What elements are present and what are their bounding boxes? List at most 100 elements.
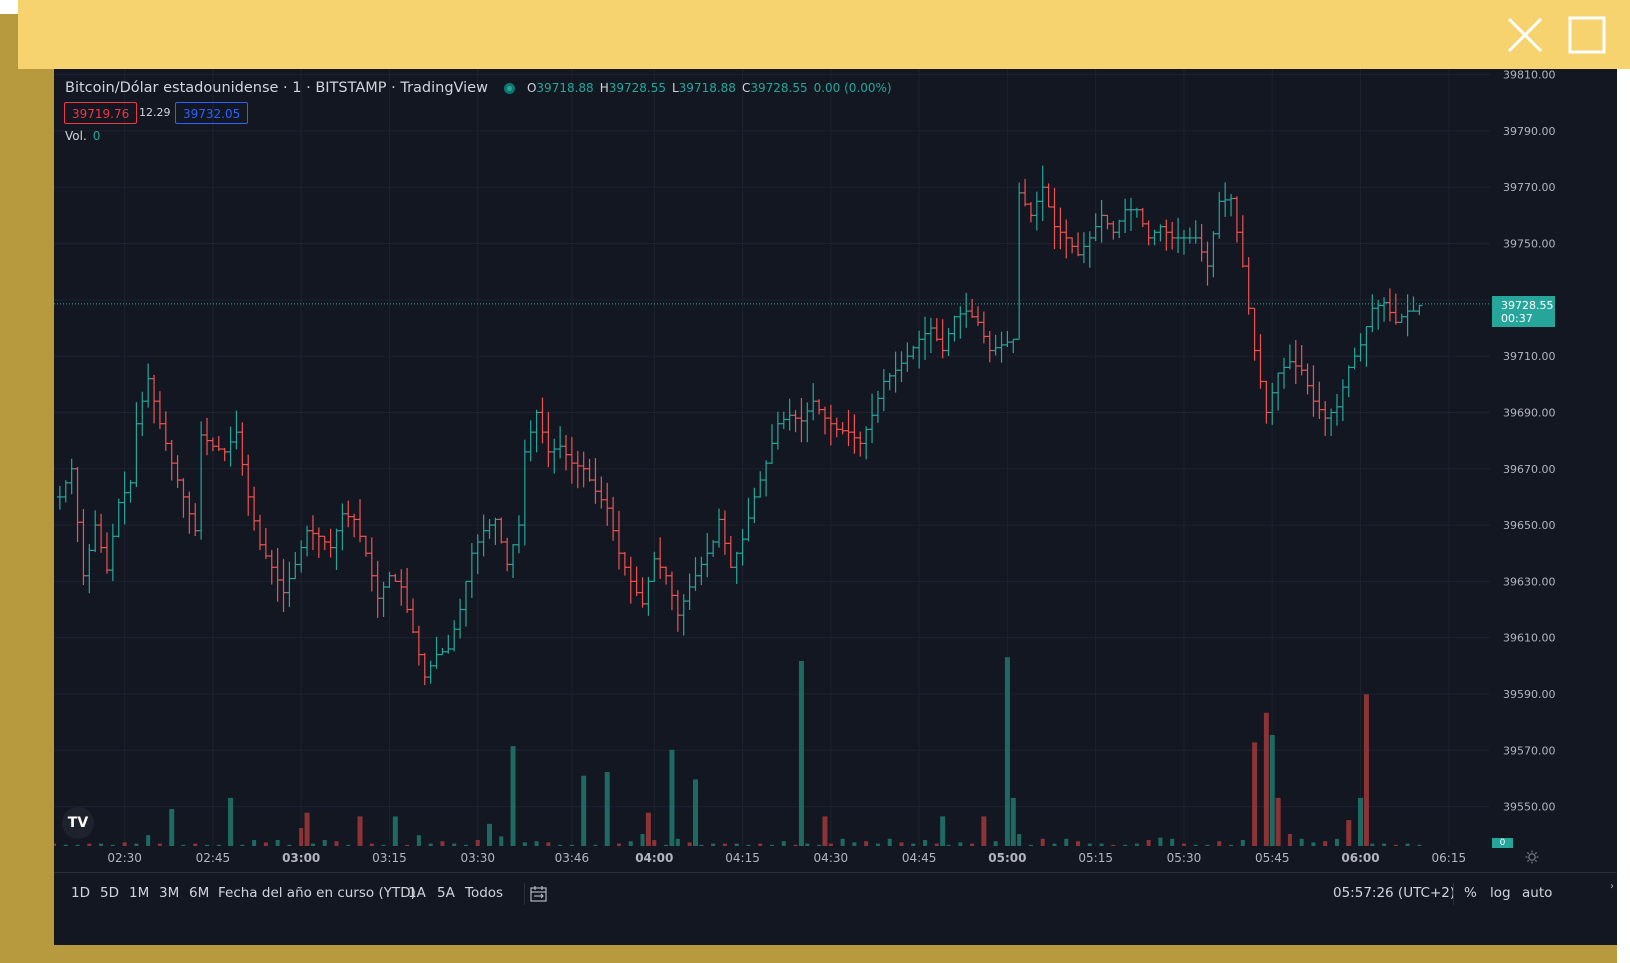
sell-price-button[interactable]: 39719.76: [64, 102, 138, 124]
volume-bar: [1405, 843, 1410, 846]
last-price-tag: 39728.55 00:37: [1492, 296, 1555, 327]
range-3m-button[interactable]: 3M: [159, 885, 180, 901]
volume-bar: [334, 841, 339, 846]
session-clock[interactable]: 05:57:26 (UTC+2): [1333, 885, 1456, 901]
volume-bar: [1146, 840, 1151, 846]
volume-bar: [652, 840, 657, 846]
volume-bar: [169, 809, 175, 846]
volume-bar: [487, 823, 493, 846]
volume-bar: [1004, 657, 1010, 846]
x-tick-label: 03:46: [555, 851, 590, 865]
gear-icon[interactable]: [1525, 850, 1539, 864]
volume-bar: [1346, 820, 1352, 846]
volume-bar: [428, 843, 433, 846]
volume-bar: [699, 844, 704, 846]
range-all-button[interactable]: Todos: [465, 885, 504, 901]
y-tick-label: 39810.00: [1503, 69, 1556, 82]
volume-bar: [1111, 844, 1116, 846]
volume-bar: [1123, 844, 1128, 846]
percent-scale-toggle[interactable]: %: [1464, 885, 1477, 901]
volume-bar: [675, 838, 680, 846]
volume-bar: [228, 797, 234, 846]
volume-bar: [510, 746, 516, 846]
log-scale-toggle[interactable]: log: [1490, 885, 1511, 901]
y-tick-label: 39630.00: [1503, 575, 1556, 588]
y-tick-label: 39770.00: [1503, 181, 1556, 194]
volume-bar: [1269, 735, 1275, 846]
volume-bar: [1370, 843, 1375, 846]
buy-price-button[interactable]: 39732.05: [175, 102, 249, 124]
y-tick-label: 39750.00: [1503, 238, 1556, 251]
window-title-bar: [18, 0, 1630, 69]
volume-bar: [1217, 841, 1222, 846]
x-tick-label: 05:30: [1167, 851, 1202, 865]
volume-bar: [304, 812, 310, 846]
x-tick-label: 04:15: [725, 851, 760, 865]
y-tick-label: 39710.00: [1503, 350, 1556, 363]
volume-bar: [1134, 843, 1139, 846]
y-tick-label: 39590.00: [1503, 688, 1556, 701]
volume-bar: [1275, 797, 1281, 846]
volume-bar: [216, 844, 221, 846]
volume-bar: [475, 840, 480, 846]
volume-bar: [687, 842, 692, 846]
volume-bar: [923, 840, 928, 846]
x-tick-label: 03:30: [460, 851, 495, 865]
y-tick-label: 39670.00: [1503, 463, 1556, 476]
volume-bar: [1382, 843, 1387, 846]
volume-bar: [934, 843, 939, 846]
volume-value: 0: [92, 129, 101, 143]
volume-bar: [252, 840, 257, 846]
volume-bar: [1010, 797, 1016, 846]
range-5y-button[interactable]: 5A: [437, 885, 455, 901]
close-icon[interactable]: [1505, 15, 1545, 55]
tradingview-logo[interactable]: TV: [62, 807, 94, 839]
maximize-icon[interactable]: [1567, 15, 1607, 55]
volume-bar: [569, 844, 574, 846]
volume-bar: [911, 843, 916, 846]
x-tick-label: 02:30: [107, 851, 142, 865]
symbol-title[interactable]: Bitcoin/Dólar estadounidense · 1 · BITST…: [65, 80, 488, 96]
volume-bar: [805, 843, 810, 846]
volume-bar: [369, 843, 374, 846]
volume-bar: [722, 843, 727, 846]
volume-bar: [817, 844, 822, 846]
range-ytd-button[interactable]: Fecha del año en curso (YTD): [218, 885, 416, 901]
auto-scale-toggle[interactable]: auto: [1522, 885, 1553, 901]
volume-bar: [1017, 834, 1022, 846]
volume-bar: [54, 843, 56, 846]
calendar-range-icon[interactable]: [530, 886, 548, 903]
range-6m-button[interactable]: 6M: [189, 885, 210, 901]
volume-bar: [75, 844, 80, 846]
volume-bar: [1393, 844, 1398, 846]
range-5d-button[interactable]: 5D: [100, 885, 119, 901]
price-chart[interactable]: 02:30 02:45 03:00 03:15 03:30 03:46 04:00 04:15…: [54, 69, 1617, 872]
volume-bar: [205, 844, 210, 846]
volume-bar: [692, 779, 698, 846]
volume-bar: [798, 661, 804, 846]
volume-bar: [1417, 844, 1422, 846]
ohlc-high: H39728.55: [599, 81, 666, 95]
volume-bar: [793, 844, 798, 846]
volume-bar: [616, 843, 621, 846]
volume-bar: [87, 843, 92, 846]
range-1d-button[interactable]: 1D: [71, 885, 90, 901]
range-1y-button[interactable]: 1A: [408, 885, 426, 901]
volume-bar: [499, 836, 504, 846]
volume-bar: [322, 840, 327, 846]
chevron-right-icon[interactable]: ›: [1610, 881, 1614, 892]
volume-bar: [981, 816, 987, 846]
volume-bar: [840, 838, 845, 846]
volume-bar: [1334, 838, 1339, 846]
range-1m-button[interactable]: 1M: [129, 885, 150, 901]
x-tick-label: 02:45: [196, 851, 231, 865]
x-tick-label: 05:45: [1255, 851, 1290, 865]
volume-bar: [875, 843, 880, 846]
y-tick-label: 39790.00: [1503, 125, 1556, 138]
volume-bar: [157, 843, 162, 846]
market-open-dot-icon: [503, 82, 515, 94]
volume-bar: [864, 841, 869, 846]
volume-bar: [240, 844, 245, 846]
volume-bar: [1040, 838, 1045, 846]
volume-bar: [1240, 840, 1245, 846]
